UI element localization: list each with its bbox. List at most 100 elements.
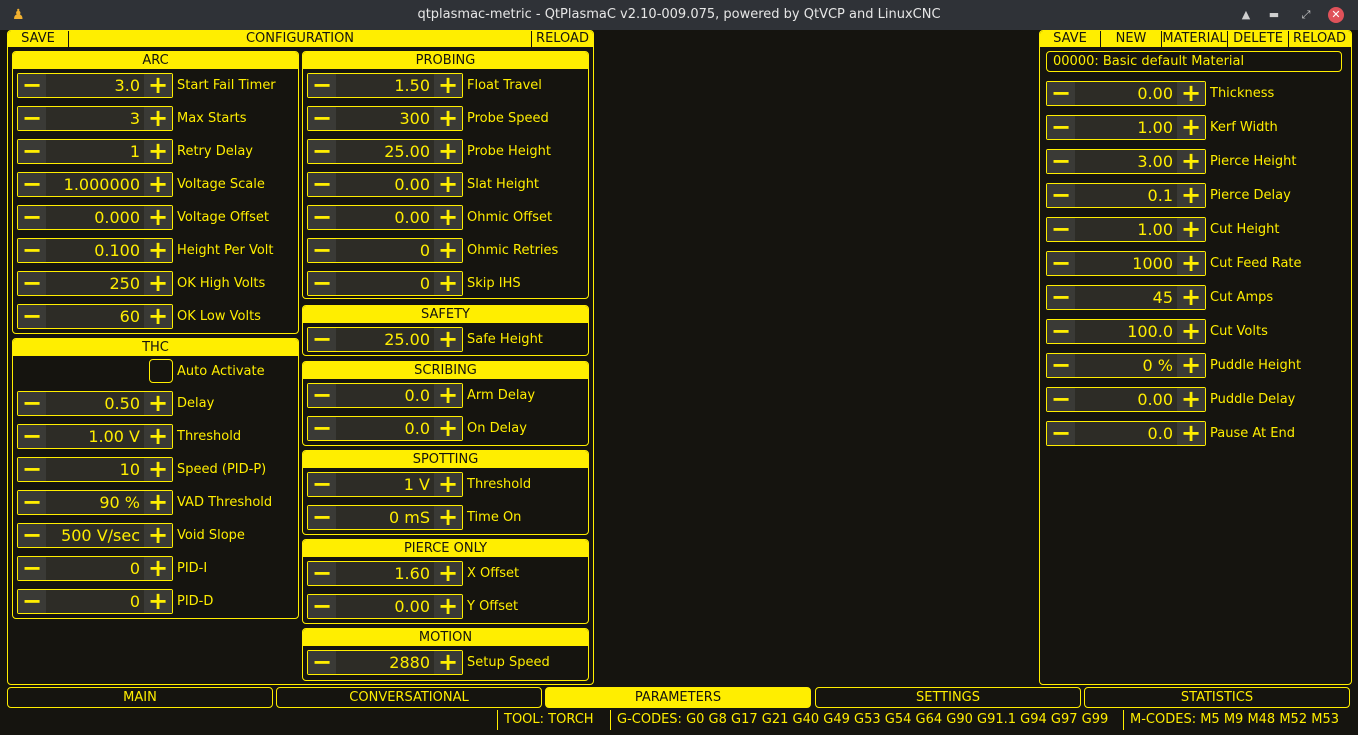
spinbox-pid-i[interactable]: − 0 +	[17, 556, 173, 581]
minus-icon[interactable]: −	[1047, 81, 1075, 105]
spinbox-time-on[interactable]: − 0 mS +	[307, 505, 463, 530]
plus-icon[interactable]: +	[1177, 353, 1205, 377]
spinbox-value[interactable]: 10	[119, 460, 140, 479]
spinbox-value[interactable]: 0	[129, 592, 140, 611]
spinbox-pid-d[interactable]: − 0 +	[17, 589, 173, 614]
spinbox-value[interactable]: 0.50	[104, 394, 140, 413]
spinbox-value[interactable]: 1.00	[1137, 118, 1173, 137]
plus-icon[interactable]: +	[144, 523, 172, 547]
minus-icon[interactable]: −	[308, 383, 336, 407]
plus-icon[interactable]: +	[1177, 183, 1205, 207]
spinbox-thickness[interactable]: − 0.00 +	[1046, 81, 1206, 106]
minus-icon[interactable]: −	[18, 205, 46, 229]
spinbox-cut-amps[interactable]: − 45 +	[1046, 285, 1206, 310]
plus-icon[interactable]: +	[1177, 81, 1205, 105]
plus-icon[interactable]: +	[1177, 285, 1205, 309]
spinbox-ohmic-retries[interactable]: − 0 +	[307, 238, 463, 263]
plus-icon[interactable]: +	[1177, 251, 1205, 275]
spinbox-x-offset[interactable]: − 1.60 +	[307, 561, 463, 586]
spinbox-void-slope[interactable]: −500 V/sec +	[17, 523, 173, 548]
spinbox-probe-height[interactable]: − 25.00 +	[307, 139, 463, 164]
plus-icon[interactable]: +	[1177, 149, 1205, 173]
plus-icon[interactable]: +	[144, 490, 172, 514]
spinbox-value[interactable]: 300	[399, 109, 430, 128]
spinbox-value[interactable]: 1.60	[394, 564, 430, 583]
spinbox-pierce-height[interactable]: − 3.00 +	[1046, 149, 1206, 174]
minus-icon[interactable]: −	[308, 172, 336, 196]
spinbox-value[interactable]: 1.00 V	[88, 427, 140, 446]
spinbox-value[interactable]: 0 %	[1142, 356, 1173, 375]
minus-icon[interactable]: −	[308, 650, 336, 674]
minus-icon[interactable]: −	[18, 304, 46, 328]
plus-icon[interactable]: +	[144, 238, 172, 262]
spinbox-value[interactable]: 60	[119, 307, 140, 326]
spinbox-value[interactable]: 1	[129, 142, 140, 161]
spinbox-value[interactable]: 0	[129, 559, 140, 578]
material-new-button[interactable]: NEW	[1101, 31, 1162, 47]
minus-icon[interactable]: −	[308, 271, 336, 295]
spinbox-value[interactable]: 1.000000	[63, 175, 140, 194]
spinbox-max-starts[interactable]: − 3 +	[17, 106, 173, 131]
minus-icon[interactable]: −	[308, 594, 336, 618]
plus-icon[interactable]: +	[434, 561, 462, 585]
spinbox-value[interactable]: 0.00	[394, 597, 430, 616]
minus-icon[interactable]: −	[1047, 353, 1075, 377]
spinbox-value[interactable]: 45	[1152, 288, 1173, 307]
minus-icon[interactable]: −	[308, 139, 336, 163]
minus-icon[interactable]: −	[1047, 421, 1075, 445]
plus-icon[interactable]: +	[144, 589, 172, 613]
minus-icon[interactable]: −	[18, 523, 46, 547]
spinbox-retry-delay[interactable]: − 1 +	[17, 139, 173, 164]
plus-icon[interactable]: +	[144, 556, 172, 580]
plus-icon[interactable]: +	[144, 304, 172, 328]
spinbox-cut-feed-rate[interactable]: − 1000 +	[1046, 251, 1206, 276]
spinbox-threshold[interactable]: − 1.00 V +	[17, 424, 173, 449]
plus-icon[interactable]: +	[434, 271, 462, 295]
spinbox-value[interactable]: 0.00	[1137, 390, 1173, 409]
spinbox-value[interactable]: 100.0	[1127, 322, 1173, 341]
spinbox-arm-delay[interactable]: − 0.0 +	[307, 383, 463, 408]
spinbox-ok-high-volts[interactable]: − 250 +	[17, 271, 173, 296]
minus-icon[interactable]: −	[308, 238, 336, 262]
plus-icon[interactable]: +	[434, 505, 462, 529]
minus-icon[interactable]: −	[1047, 217, 1075, 241]
spinbox-float-travel[interactable]: − 1.50 +	[307, 73, 463, 98]
spinbox-value[interactable]: 0.1	[1147, 186, 1173, 205]
plus-icon[interactable]: +	[144, 172, 172, 196]
config-save-button[interactable]: SAVE	[8, 31, 69, 47]
config-reload-button[interactable]: RELOAD	[536, 31, 589, 46]
spinbox-safe-height[interactable]: − 25.00 +	[307, 327, 463, 352]
plus-icon[interactable]: +	[434, 205, 462, 229]
spinbox-delay[interactable]: − 0.50 +	[17, 391, 173, 416]
tab-parameters[interactable]: PARAMETERS	[545, 687, 811, 708]
spinbox-value[interactable]: 3	[129, 109, 140, 128]
plus-icon[interactable]: +	[144, 457, 172, 481]
material-selector[interactable]: 00000: Basic default Material	[1046, 51, 1342, 72]
minus-icon[interactable]: −	[308, 106, 336, 130]
minus-icon[interactable]: −	[308, 472, 336, 496]
minus-icon[interactable]: −	[308, 505, 336, 529]
close-icon[interactable]: ✕	[1328, 7, 1344, 23]
minus-icon[interactable]: −	[18, 172, 46, 196]
spinbox-value[interactable]: 0.0	[404, 386, 430, 405]
spinbox-voltage-offset[interactable]: − 0.000 +	[17, 205, 173, 230]
spinbox-ok-low-volts[interactable]: − 60 +	[17, 304, 173, 329]
spinbox-value[interactable]: 0.100	[94, 241, 140, 260]
spinbox-cut-volts[interactable]: − 100.0 +	[1046, 319, 1206, 344]
minus-icon[interactable]: −	[308, 73, 336, 97]
plus-icon[interactable]: +	[1177, 387, 1205, 411]
spinbox-puddle-height[interactable]: − 0 % +	[1046, 353, 1206, 378]
plus-icon[interactable]: +	[144, 106, 172, 130]
spinbox-value[interactable]: 25.00	[384, 142, 430, 161]
spinbox-skip-ihs[interactable]: − 0 +	[307, 271, 463, 296]
spinbox-value[interactable]: 25.00	[384, 330, 430, 349]
spinbox-value[interactable]: 0.00	[394, 208, 430, 227]
minus-icon[interactable]: −	[18, 139, 46, 163]
spinbox-value[interactable]: 0 mS	[388, 508, 430, 527]
spinbox-cut-height[interactable]: − 1.00 +	[1046, 217, 1206, 242]
plus-icon[interactable]: +	[144, 271, 172, 295]
material-material-button[interactable]: MATERIAL	[1162, 31, 1228, 47]
plus-icon[interactable]: +	[144, 391, 172, 415]
plus-icon[interactable]: +	[1177, 421, 1205, 445]
minus-icon[interactable]: −	[1047, 251, 1075, 275]
